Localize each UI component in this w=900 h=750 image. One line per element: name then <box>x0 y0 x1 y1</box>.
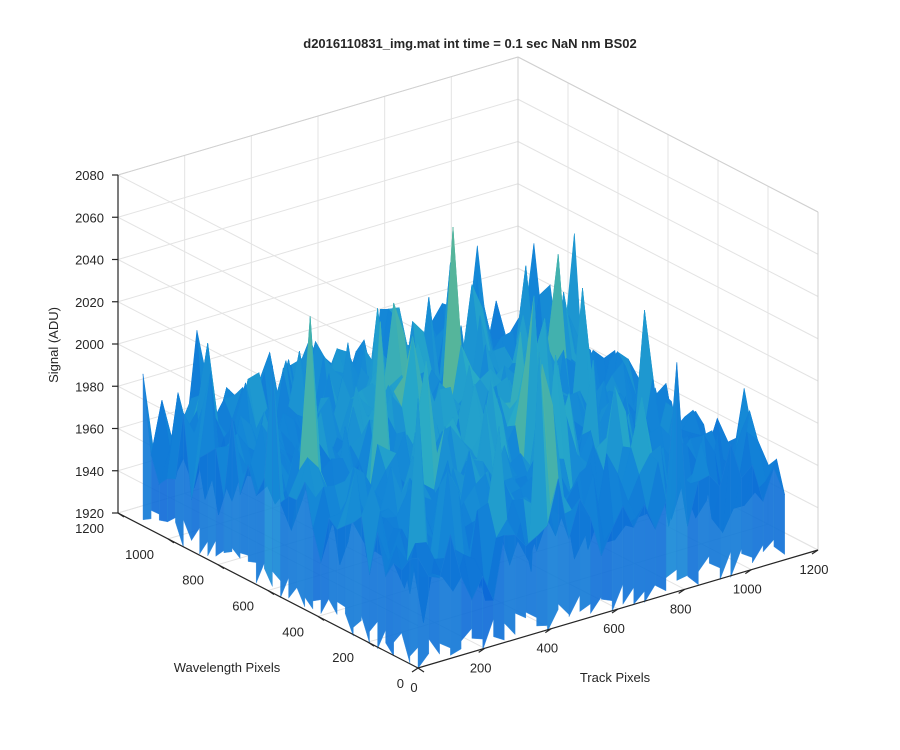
surface-left-edge <box>158 478 168 523</box>
box-edge <box>117 56 519 176</box>
y-tick-mark <box>117 512 125 518</box>
surface-left-edge <box>215 448 225 557</box>
surface-left-edge <box>401 558 411 664</box>
surface-left-edge <box>223 419 233 554</box>
surface-front-edge <box>655 501 667 592</box>
surface-left-edge <box>199 452 208 555</box>
surface-front-edge <box>698 475 710 573</box>
grid-line-sidewall-z <box>517 267 819 424</box>
y-tick-mark <box>317 615 325 621</box>
surface-front-edge <box>773 468 785 555</box>
y-tick-mark <box>217 564 225 570</box>
y-tick-mark <box>367 641 375 647</box>
surface-front-edge <box>428 576 440 655</box>
surface-front-edge <box>536 525 548 627</box>
x-tick-mark <box>811 549 819 555</box>
z-tick-label: 1960 <box>75 422 104 437</box>
y-tick-label: 200 <box>332 650 354 665</box>
z-tick-label: 2000 <box>75 337 104 352</box>
x-tick-label: 400 <box>536 641 558 656</box>
grid-line-backwall-z <box>117 141 519 260</box>
z-axis-label: Signal (ADU) <box>46 307 61 383</box>
grid-line-leftwall-z <box>117 174 419 331</box>
z-tick-label: 2060 <box>75 210 104 225</box>
grid-line-leftwall-z <box>117 216 419 373</box>
surface-front-edge <box>493 535 505 641</box>
grid-line-backwall-z <box>117 98 519 218</box>
axes-lines <box>112 174 819 673</box>
grid-line-backwall-z <box>117 225 519 345</box>
surface-front-edge <box>741 464 753 558</box>
z-tick-label: 1980 <box>75 379 104 394</box>
surface-left-edge <box>288 495 297 599</box>
surface-left-edge <box>280 495 289 598</box>
grid-line-sidewall-z <box>517 98 819 255</box>
x-tick-mark <box>678 588 685 594</box>
surface-front-edge <box>514 534 526 619</box>
y-tick-label: 1200 <box>75 521 104 536</box>
z-tick-label: 1920 <box>75 506 104 521</box>
x-tick-mark <box>545 628 552 634</box>
grid-line-sidewall-z <box>517 183 819 340</box>
surface-left-edge <box>345 522 354 637</box>
grid-line-backwall-z <box>117 183 519 303</box>
surface-front-edge <box>417 557 429 670</box>
surface-front-edge <box>525 536 537 618</box>
x-tick-label: 200 <box>470 660 492 675</box>
x-tick-mark <box>411 667 419 673</box>
z-tick-label: 1940 <box>75 464 104 479</box>
surface-left-edge <box>385 562 394 657</box>
y-tick-mark <box>417 667 425 673</box>
surface-left-edge <box>207 447 217 557</box>
z-tick-label: 2080 <box>75 168 104 183</box>
surface-front-edge <box>450 534 462 656</box>
y-tick-label: 800 <box>182 573 204 588</box>
surface-left-edge <box>320 518 330 614</box>
surface-left-edge <box>167 478 176 523</box>
surface-front-edge <box>579 497 591 612</box>
y-tick-mark <box>267 590 275 595</box>
y-tick-label: 600 <box>232 599 254 614</box>
surface-left-edge <box>247 464 257 563</box>
z-tick-label: 2040 <box>75 253 104 268</box>
chart-title: d2016110831_img.mat int time = 0.1 sec N… <box>303 36 636 51</box>
y-tick-mark <box>167 538 175 544</box>
grid-line-sidewall-z <box>517 225 819 382</box>
x-tick-label: 800 <box>670 601 692 616</box>
surface-left-edge <box>353 516 362 628</box>
surface-left-edge <box>256 478 265 584</box>
y-axis-label: Wavelength Pixels <box>174 660 281 675</box>
surface-left-edge <box>296 482 305 607</box>
surface-front-edge <box>547 478 559 632</box>
surface-left-edge <box>175 413 184 548</box>
y-tick-label: 1000 <box>125 547 154 562</box>
y-tick-label: 400 <box>282 624 304 639</box>
surface-left-edge <box>377 532 386 649</box>
surface-front-edge <box>709 474 721 569</box>
grid-line-sidewall-z <box>517 141 819 297</box>
x-tick-label: 1000 <box>733 582 762 597</box>
x-tick-label: 1200 <box>800 562 829 577</box>
x-tick-mark <box>611 608 619 614</box>
surface-left-edge <box>142 373 152 521</box>
box-edge <box>517 56 819 213</box>
surface-left-edge <box>409 557 419 657</box>
x-tick-mark <box>478 647 485 653</box>
x-axis-label: Track Pixels <box>580 670 651 685</box>
surface-left-edge <box>264 365 273 587</box>
x-tick-label: 600 <box>603 621 625 636</box>
surface-left-edge <box>336 525 346 608</box>
tick-labels: 0 200 400 600 800 1000 1200 0 200 400 600 800 1000 12… <box>75 168 828 695</box>
surface-left-edge <box>328 517 338 616</box>
surface-left-edge <box>393 562 402 643</box>
x-tick-mark <box>745 569 752 575</box>
surface-front-edge <box>504 534 516 636</box>
surface-mesh <box>142 226 785 670</box>
x-tick-label: 0 <box>410 680 417 695</box>
y-tick-label: 0 <box>397 676 404 691</box>
z-tick-label: 2020 <box>75 295 104 310</box>
